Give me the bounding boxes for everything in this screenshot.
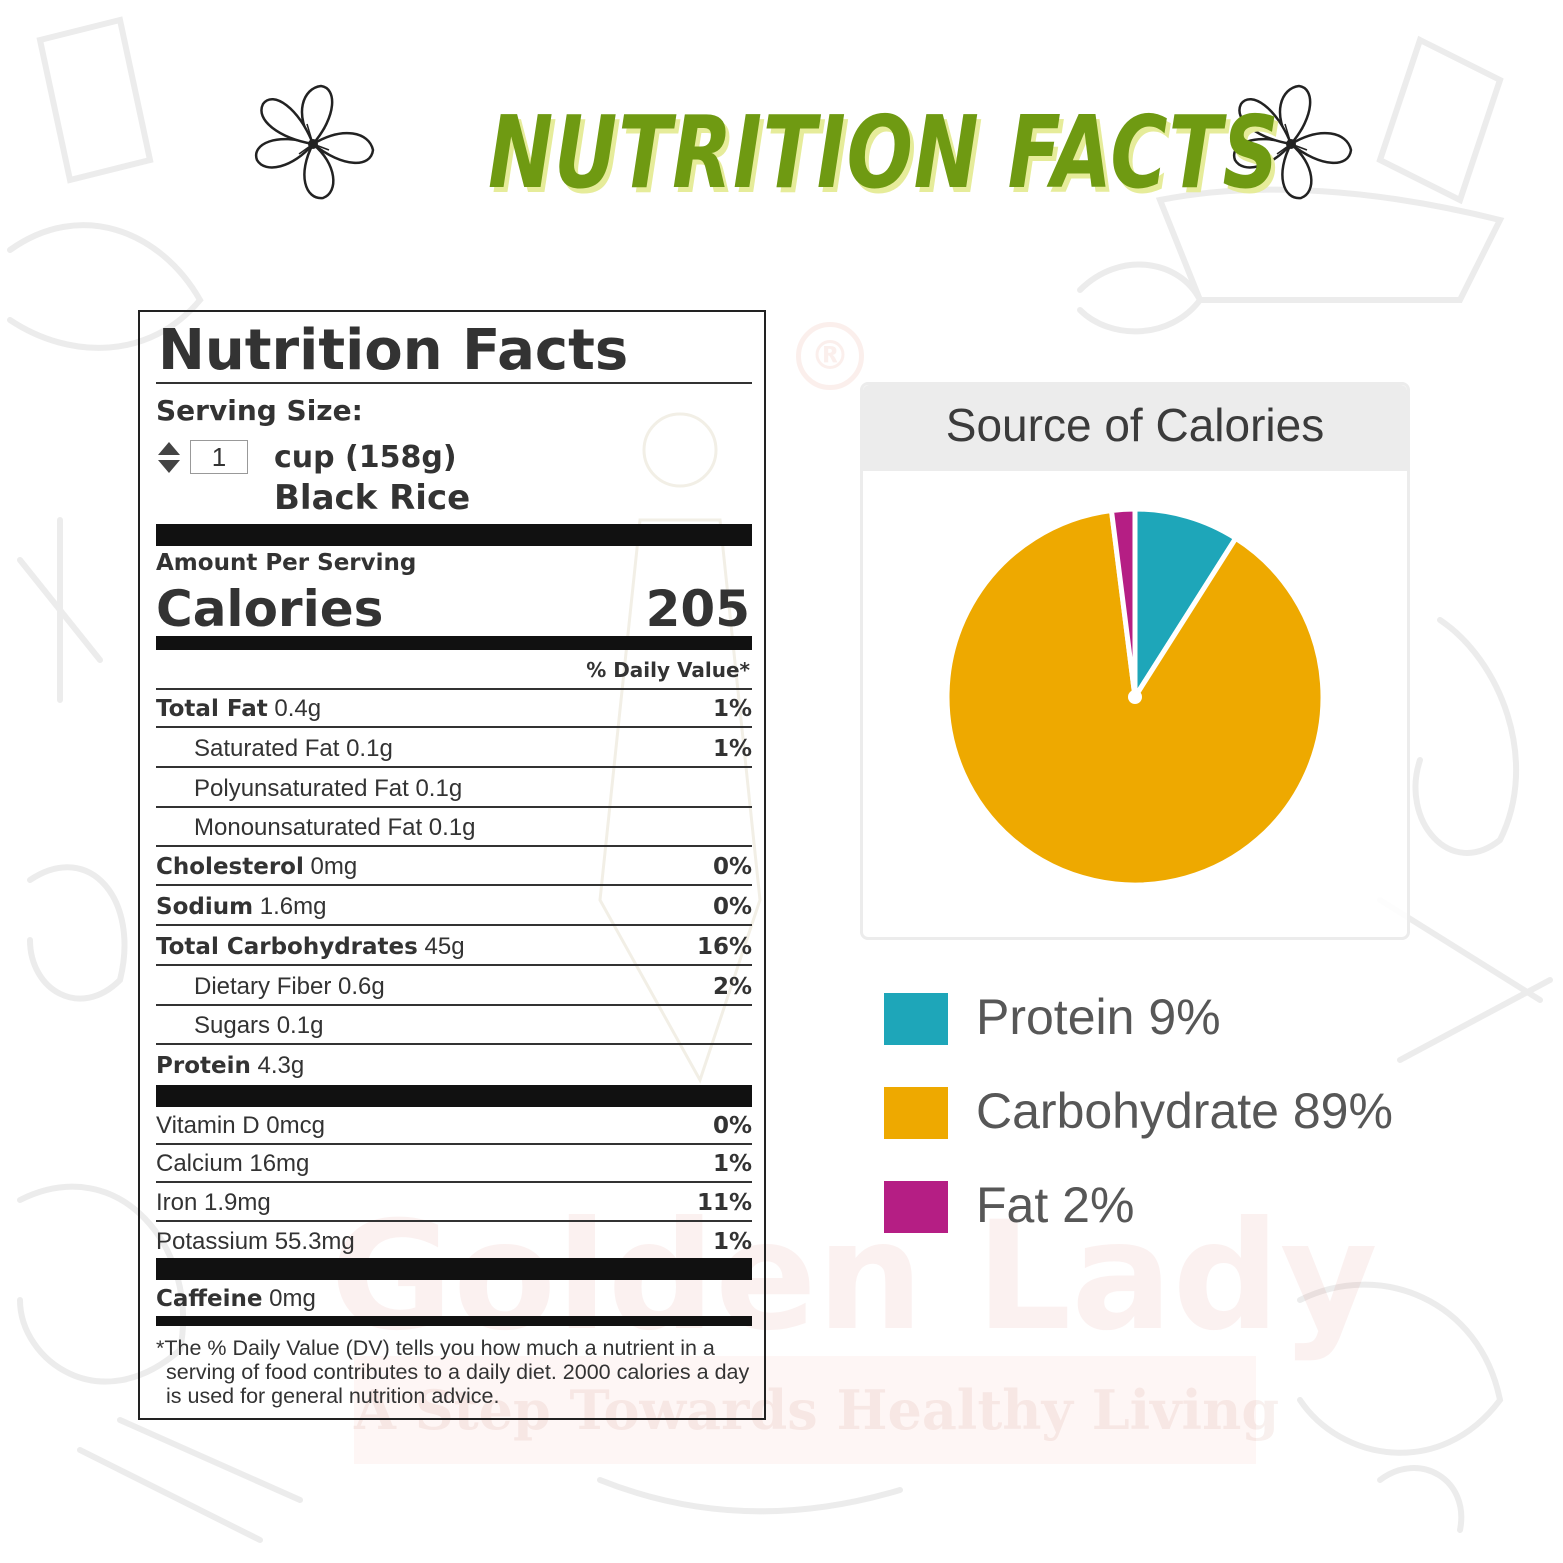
nutrient-dv: 1% xyxy=(712,736,752,762)
label-title: Nutrition Facts xyxy=(158,318,629,383)
nutrient-name: Protein xyxy=(156,1053,251,1079)
registered-mark: ® xyxy=(796,322,864,390)
vitamin-dv: 1% xyxy=(712,1151,752,1177)
nutrient-row: Protein 4.3g xyxy=(156,1047,752,1085)
amount-per-serving-label: Amount Per Serving xyxy=(156,550,417,576)
caffeine-name: Caffeine xyxy=(156,1286,263,1312)
quantity-stepper[interactable] xyxy=(156,440,182,476)
pie-header xyxy=(863,385,1407,471)
caffeine-row: Caffeine 0mg xyxy=(156,1280,752,1318)
legend-swatch xyxy=(884,1087,948,1139)
legend-label: Carbohydrate 89% xyxy=(976,1083,1393,1139)
thick-divider xyxy=(156,524,752,546)
vitamin-name: Iron 1.9mg xyxy=(156,1189,271,1216)
tagline-watermark: A Step Towards Healthy Living xyxy=(354,1378,1280,1442)
page-title: NUTRITION FACTS xyxy=(488,94,1280,211)
nutrient-name: Total Fat xyxy=(156,696,268,722)
calorie-source-panel: Source of Calories xyxy=(860,382,1410,940)
serving-unit: cup (158g) xyxy=(274,440,457,475)
nutrient-row: Total Fat 0.4g 1% xyxy=(156,690,752,728)
vitamin-row: Calcium 16mg 1% xyxy=(156,1145,752,1183)
nutrient-dv: 2% xyxy=(712,974,752,1000)
vitamin-name: Vitamin D 0mcg xyxy=(156,1112,325,1139)
nutrition-label: Nutrition Facts Serving Size: 1 cup (158… xyxy=(138,310,766,1420)
nutrient-name: Total Carbohydrates xyxy=(156,934,418,960)
vitamin-dv: 0% xyxy=(712,1113,752,1139)
nutrient-row: Dietary Fiber 0.6g 2% xyxy=(156,968,752,1006)
vitamin-row: Potassium 55.3mg 1% xyxy=(156,1223,752,1261)
thick-divider xyxy=(156,1085,752,1107)
nutrient-dv: 1% xyxy=(712,696,752,722)
thick-divider xyxy=(156,1316,752,1326)
footnote-mark: * xyxy=(156,1336,165,1360)
thick-divider xyxy=(156,636,752,650)
nutrient-row: Sodium 1.6mg 0% xyxy=(156,888,752,926)
nutrient-name: Cholesterol xyxy=(156,854,304,880)
nutrient-dv: 0% xyxy=(712,854,752,880)
thick-divider xyxy=(156,1258,752,1280)
pie-slice-fat xyxy=(1108,506,1138,700)
chart-title: Source of Calories xyxy=(945,399,1325,451)
pie-slice-protein xyxy=(1132,506,1239,700)
nutrient-amount: 4.3g xyxy=(257,1052,305,1079)
serving-quantity-input[interactable]: 1 xyxy=(190,440,248,474)
pie-chart xyxy=(944,506,1326,888)
tagline-watermark-box: A Step Towards Healthy Living xyxy=(354,1356,1280,1464)
legend-label: Fat 2% xyxy=(976,1177,1135,1233)
nutrient-dv: 16% xyxy=(696,934,752,960)
nutrient-row: Polyunsaturated Fat 0.1g xyxy=(156,770,752,808)
nutrient-amount: 45g xyxy=(424,933,465,960)
vitamin-dv: 1% xyxy=(712,1229,752,1255)
flower-icon-right xyxy=(1232,84,1353,200)
caffeine-amount: 0mg xyxy=(269,1285,316,1312)
footnote-text: The % Daily Value (DV) tells you how muc… xyxy=(164,1336,750,1408)
nutrient-row: Saturated Fat 0.1g 1% xyxy=(156,730,752,768)
legend-swatch xyxy=(884,1181,948,1233)
serving-size-label: Serving Size: xyxy=(156,394,363,427)
nutrient-amount: 0.4g xyxy=(274,695,322,722)
nutrient-row: Monounsaturated Fat 0.1g xyxy=(156,809,752,847)
nutrient-name: Monounsaturated Fat 0.1g xyxy=(194,814,476,841)
legend-label: Protein 9% xyxy=(976,989,1221,1045)
serving-food-name: Black Rice xyxy=(274,478,471,518)
nutrient-row: Cholesterol 0mg 0% xyxy=(156,848,752,886)
nutrient-row: Total Carbohydrates 45g 16% xyxy=(156,928,752,966)
vitamin-row: Vitamin D 0mcg 0% xyxy=(156,1107,752,1145)
daily-value-header: % Daily Value* xyxy=(586,658,750,682)
calories-value: 205 xyxy=(645,580,750,638)
vitamin-row: Iron 1.9mg 11% xyxy=(156,1184,752,1222)
nutrient-name: Saturated Fat 0.1g xyxy=(194,735,393,762)
vitamin-dv: 11% xyxy=(696,1190,752,1216)
legend-swatch xyxy=(884,993,948,1045)
vitamin-name: Calcium 16mg xyxy=(156,1150,310,1177)
nutrient-name: Polyunsaturated Fat 0.1g xyxy=(194,775,463,802)
nutrient-name: Sugars 0.1g xyxy=(194,1012,324,1039)
nutrient-name: Dietary Fiber 0.6g xyxy=(194,973,385,1000)
stepper-down-icon[interactable] xyxy=(158,460,180,473)
nutrient-amount: 0mg xyxy=(310,853,358,880)
stepper-up-icon[interactable] xyxy=(158,442,180,455)
pie-center-dot xyxy=(1128,690,1142,704)
divider xyxy=(156,688,752,690)
flower-icon-left xyxy=(254,84,375,200)
vitamin-name: Potassium 55.3mg xyxy=(156,1228,355,1255)
nutrient-name: Sodium xyxy=(156,894,254,920)
footnote: *The % Daily Value (DV) tells you how mu… xyxy=(156,1336,752,1408)
calories-label: Calories xyxy=(156,580,384,638)
nutrient-dv: 0% xyxy=(712,894,752,920)
divider xyxy=(156,382,752,384)
nutrient-row: Sugars 0.1g xyxy=(156,1007,752,1045)
nutrient-amount: 1.6mg xyxy=(259,893,327,920)
